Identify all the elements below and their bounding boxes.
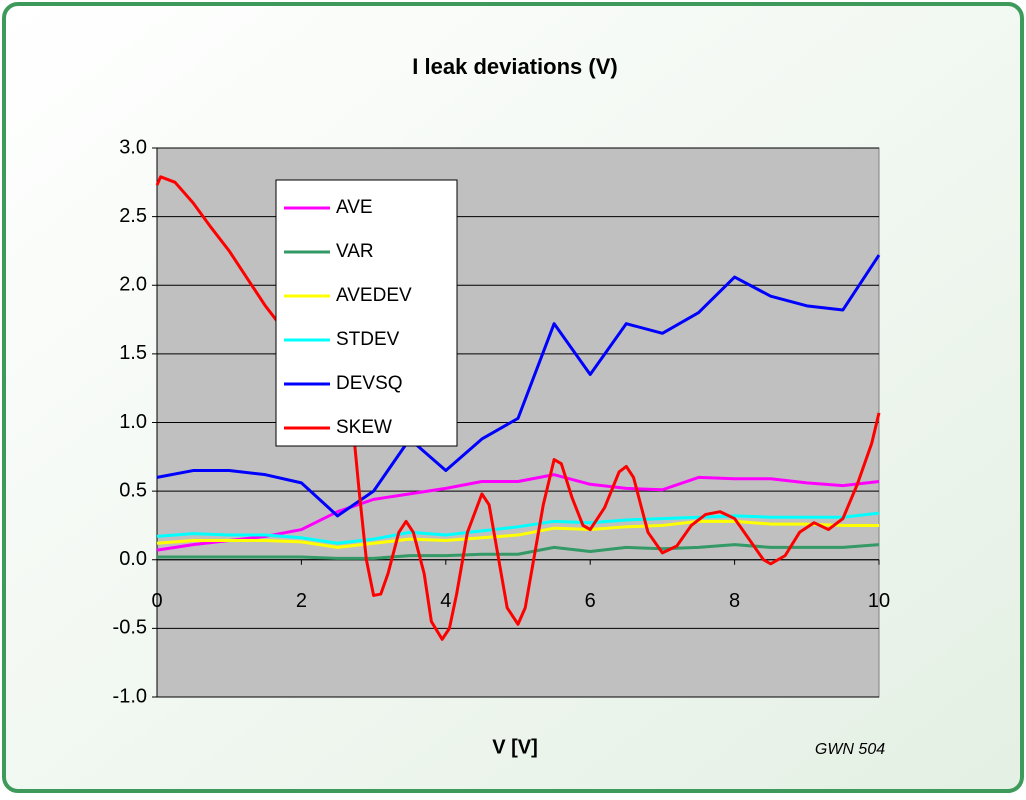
x-tick-label: 4 xyxy=(440,590,451,612)
y-tick-label: 2.5 xyxy=(119,205,147,227)
series-line xyxy=(156,511,880,545)
y-tick-label: 1.5 xyxy=(119,342,147,364)
y-tick-label: 0.0 xyxy=(119,548,147,570)
y-tick-label: -0.5 xyxy=(113,617,147,639)
legend-label: AVE xyxy=(336,197,373,218)
series-line xyxy=(156,519,879,549)
y-tick-label: 3.0 xyxy=(119,136,147,158)
x-tick-label: 6 xyxy=(585,590,596,612)
y-tick-label: 2.0 xyxy=(119,274,147,296)
legend-label: SKEW xyxy=(336,417,392,438)
legend-label: DEVSQ xyxy=(336,373,403,394)
y-tick-label: -1.0 xyxy=(113,685,147,707)
series-line xyxy=(156,473,880,552)
x-tick-label: 10 xyxy=(868,590,890,612)
legend-box xyxy=(275,179,458,447)
series-line xyxy=(156,254,881,518)
legend-label: VAR xyxy=(336,241,374,262)
x-tick-label: 0 xyxy=(151,590,162,612)
x-tick-label: 8 xyxy=(729,590,740,612)
legend-label: STDEV xyxy=(336,329,400,350)
x-axis-label: V [V] xyxy=(492,736,538,758)
y-tick-label: 1.0 xyxy=(119,411,147,433)
legend-label: AVEDEV xyxy=(336,285,412,306)
x-tick-label: 2 xyxy=(296,590,307,612)
y-tick-label: 0.5 xyxy=(119,479,147,501)
chart-title: I leak deviations (V) xyxy=(412,54,617,79)
annotation: GWN 504 xyxy=(815,741,885,758)
legend: AVE VAR AVEDEV STDEV DEVSQ SKEW xyxy=(275,179,458,447)
series-line xyxy=(157,543,880,560)
marks: -1.0 -0.5 0.0 0.5 1.0 1.5 2.0 2.5 3.0 0 2 4 6 8 10 xyxy=(113,136,891,707)
